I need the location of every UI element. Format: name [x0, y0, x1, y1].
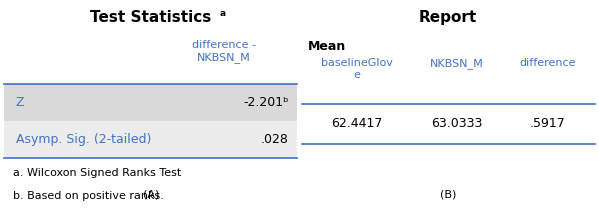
Text: b. Based on positive ranks.: b. Based on positive ranks. — [13, 192, 164, 202]
Text: (B): (B) — [440, 189, 456, 199]
Text: 62.4417: 62.4417 — [332, 117, 383, 130]
Text: -2.201ᵇ: -2.201ᵇ — [243, 96, 289, 109]
Bar — [301, 104, 595, 144]
Text: (A): (A) — [143, 189, 159, 199]
Text: .5917: .5917 — [530, 117, 566, 130]
Text: Mean: Mean — [307, 40, 346, 53]
Text: difference -
NKBSN_M: difference - NKBSN_M — [192, 40, 256, 63]
Text: NKBSN_M: NKBSN_M — [430, 58, 484, 69]
Bar — [4, 84, 298, 121]
Text: difference: difference — [520, 58, 576, 68]
Text: Z: Z — [16, 96, 25, 109]
Text: baselineGlov
e: baselineGlov e — [321, 58, 393, 80]
Text: Test Statistics: Test Statistics — [90, 10, 211, 25]
Text: a: a — [220, 9, 226, 18]
Bar — [4, 121, 298, 158]
Text: .028: .028 — [261, 133, 289, 146]
Text: 63.0333: 63.0333 — [431, 117, 483, 130]
Text: Report: Report — [419, 10, 477, 25]
Text: a. Wilcoxon Signed Ranks Test: a. Wilcoxon Signed Ranks Test — [13, 168, 181, 178]
Text: Asymp. Sig. (2-tailed): Asymp. Sig. (2-tailed) — [16, 133, 152, 146]
